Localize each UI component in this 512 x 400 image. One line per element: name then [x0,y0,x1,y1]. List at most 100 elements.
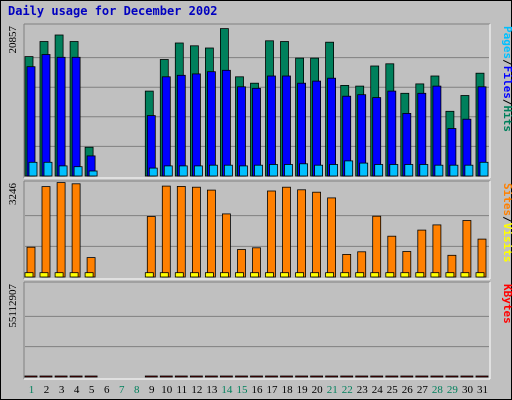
bar-sites-visits-day-11 [176,185,186,278]
bar-hits-pages-day-10 [163,165,173,177]
bar-sites-sites-day-20 [310,272,320,278]
bar-sites-visits-day-13 [206,189,216,278]
panel-sites-legend: Sites/Visits [501,183,512,263]
bar-sites-sites-day-22 [340,272,350,278]
bar-hits-pages-day-23 [359,162,369,177]
bar-hits-files-day-17 [267,75,276,177]
bar-sites-visits-day-24 [372,215,382,278]
legend-entry: Sites [501,183,512,216]
x-tick-label-day-13: 13 [206,384,218,396]
bar-sites-sites-day-14 [219,272,229,278]
bar-kbytes-kbytes-day-17 [265,375,278,378]
bar-hits-files-day-13 [206,71,216,177]
bar-kbytes-kbytes-day-28 [430,375,444,378]
bar-sites-visits-day-18 [282,186,291,278]
bar-hits-files-day-21 [327,77,337,177]
bar-hits-pages-day-15 [239,165,248,177]
x-tick-label-day-6: 6 [104,384,110,396]
bar-hits-files-day-25 [387,90,397,177]
bar-hits-files-day-10 [161,76,171,177]
bar-sites-visits-day-2 [41,186,51,278]
bar-hits-files-day-15 [237,86,246,177]
bar-hits-pages-day-9 [148,167,158,177]
chart-title: Daily usage for December 2002 [8,4,218,18]
bar-sites-sites-day-15 [235,272,244,278]
x-tick-label-day-19: 19 [297,384,309,396]
bar-sites-sites-day-19 [295,272,305,278]
bar-hits-files-day-14 [221,69,231,177]
bar-hits-files-day-3 [56,56,66,177]
bar-sites-sites-day-28 [430,272,440,278]
x-tick-label-day-5: 5 [89,384,95,396]
x-tick-label-day-22: 22 [342,384,353,396]
bar-hits-pages-day-11 [178,165,188,177]
bar-sites-visits-day-3 [56,182,66,278]
bar-kbytes-kbytes-day-11 [174,375,188,378]
bar-kbytes-kbytes-day-1 [24,375,38,378]
x-tick-label-day-9: 9 [149,384,155,396]
bar-kbytes-kbytes-day-29 [445,375,459,378]
bar-hits-pages-day-4 [73,166,83,177]
x-tick-label-day-17: 17 [267,384,279,396]
bar-sites-sites-day-2 [39,272,49,278]
bar-hits-files-day-1 [26,66,36,177]
bar-kbytes-kbytes-day-13 [204,375,218,378]
bar-hits-pages-day-3 [58,165,68,177]
bar-hits-files-day-27 [417,92,427,177]
bar-sites-sites-day-4 [69,272,79,278]
bar-sites-visits-day-19 [297,189,307,278]
bar-sites-sites-day-3 [54,272,64,278]
bar-kbytes-kbytes-day-24 [370,375,384,378]
x-tick-label-day-25: 25 [387,384,399,396]
x-tick-label-day-18: 18 [282,384,294,396]
bar-sites-sites-day-10 [159,272,169,278]
bar-sites-visits-day-31 [477,238,487,278]
bar-sites-visits-day-9 [146,216,156,278]
bar-sites-sites-day-31 [475,272,485,278]
bar-sites-sites-day-25 [385,272,395,278]
legend-entry: KBytes [501,284,512,324]
bar-hits-pages-day-16 [254,164,263,177]
panel-kbytes-max-label: 55112907 [7,284,19,328]
bar-kbytes-kbytes-day-3 [54,375,68,378]
bar-sites-sites-day-26 [400,272,410,278]
bar-hits-pages-day-14 [223,164,233,177]
bar-hits-pages-day-27 [419,164,429,177]
bar-sites-visits-day-10 [161,185,171,278]
x-tick-label-day-27: 27 [417,384,429,396]
bar-sites-sites-day-11 [174,272,184,278]
bar-kbytes-kbytes-day-14 [219,375,233,378]
bar-hits-pages-day-25 [389,164,399,177]
legend-entry: Visits [501,223,512,263]
bar-sites-visits-day-28 [432,224,442,278]
x-tick-label-day-23: 23 [357,384,369,396]
panel-kbytes-background [24,282,490,379]
bar-kbytes-kbytes-day-16 [250,375,263,378]
bar-sites-visits-day-20 [312,191,322,278]
x-tick-label-day-31: 31 [477,384,488,396]
bar-sites-sites-day-5 [84,272,94,278]
x-tick-label-day-29: 29 [447,384,459,396]
bar-sites-visits-day-27 [417,229,427,278]
legend-entry: Files [501,66,512,99]
bar-kbytes-kbytes-day-23 [355,375,369,378]
x-tick-label-day-11: 11 [177,384,188,396]
bar-hits-pages-day-2 [43,161,53,177]
bar-hits-files-day-4 [71,56,81,177]
x-tick-label-day-24: 24 [372,384,384,396]
x-tick-label-day-10: 10 [161,384,173,396]
bar-kbytes-kbytes-day-19 [295,375,309,378]
bar-hits-files-day-2 [41,54,51,177]
bar-kbytes-kbytes-day-27 [415,375,429,378]
bar-kbytes-kbytes-day-15 [235,375,248,378]
bar-sites-sites-day-23 [355,272,365,278]
bar-hits-files-day-28 [432,85,442,177]
x-tick-label-day-8: 8 [134,384,140,396]
bar-hits-files-day-16 [252,87,261,177]
x-tick-label-day-12: 12 [191,384,202,396]
legend-entry: / [501,216,512,223]
bar-hits-pages-day-20 [314,164,324,177]
x-tick-label-day-28: 28 [432,384,444,396]
bar-hits-files-day-20 [312,80,322,177]
x-tick-label-day-4: 4 [74,384,80,396]
